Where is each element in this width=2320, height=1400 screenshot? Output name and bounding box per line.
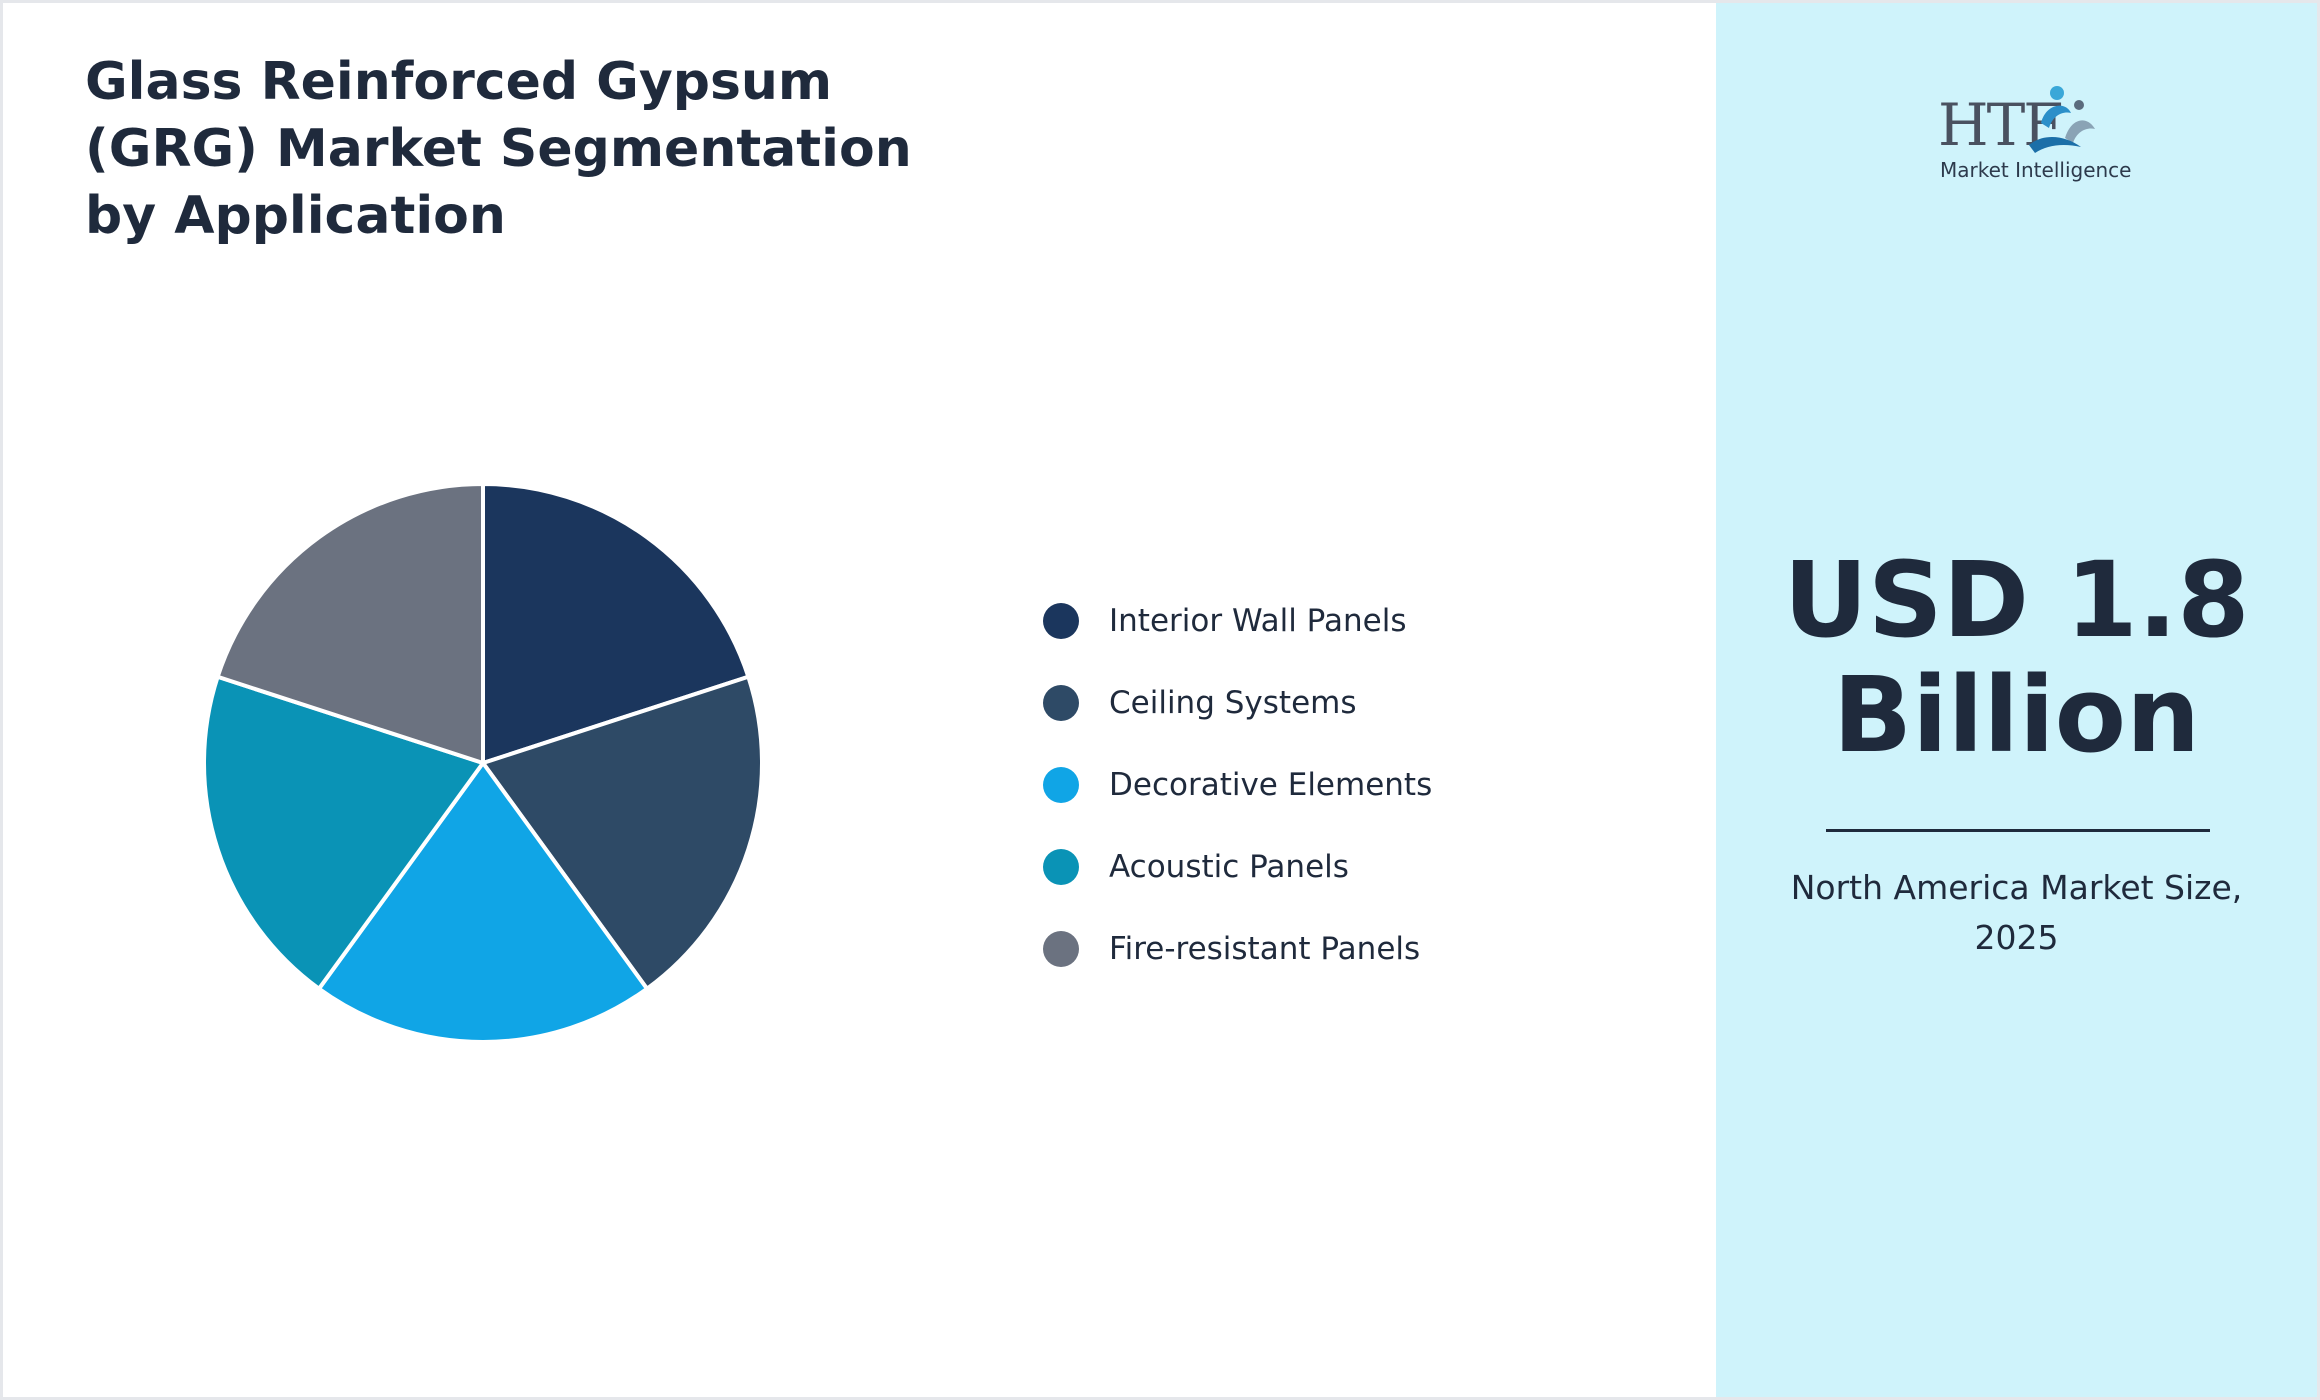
legend-marker-icon xyxy=(1043,767,1079,803)
report-card: Glass Reinforced Gypsum (GRG) Market Seg… xyxy=(3,3,2317,1397)
market-size-value: USD 1.8 Billion xyxy=(1716,543,2317,773)
legend-marker-icon xyxy=(1043,849,1079,885)
legend-marker-icon xyxy=(1043,931,1079,967)
market-size-panel: HTF Market Intelligence USD 1.8 Billion … xyxy=(1716,3,2317,1397)
legend-label: Acoustic Panels xyxy=(1109,849,1349,885)
caption-region: North America Market Size, xyxy=(1790,868,2243,907)
market-size-amount: USD 1.8 xyxy=(1783,539,2250,661)
logo-subtitle: Market Intelligence xyxy=(1940,158,2132,182)
logo-figures-icon xyxy=(2029,86,2095,153)
legend-item: Acoustic Panels xyxy=(1043,826,1432,908)
divider xyxy=(1826,829,2210,832)
legend-label: Interior Wall Panels xyxy=(1109,603,1407,639)
chart-panel: Glass Reinforced Gypsum (GRG) Market Seg… xyxy=(3,3,1716,1397)
legend-marker-icon xyxy=(1043,685,1079,721)
pie-slice-acoustic-panels xyxy=(202,674,485,991)
legend-label: Ceiling Systems xyxy=(1109,685,1357,721)
htf-logo: HTF Market Intelligence xyxy=(1926,83,2131,193)
legend-item: Fire-resistant Panels xyxy=(1043,908,1432,990)
legend-item: Decorative Elements xyxy=(1043,744,1432,826)
legend-marker-icon xyxy=(1043,603,1079,639)
pie-slice-interior-wall-panels xyxy=(481,482,751,765)
market-size-unit: Billion xyxy=(1832,654,2201,776)
legend-item: Ceiling Systems xyxy=(1043,662,1432,744)
caption-year: 2025 xyxy=(1974,918,2059,957)
market-size-caption: North America Market Size, 2025 xyxy=(1766,863,2267,963)
chart-legend: Interior Wall Panels Ceiling Systems Dec… xyxy=(1043,580,1432,990)
legend-label: Decorative Elements xyxy=(1109,767,1433,803)
pie-slice-ceiling-systems xyxy=(481,674,764,991)
chart-title: Glass Reinforced Gypsum (GRG) Market Seg… xyxy=(85,52,912,246)
pie-slice-decorative-elements xyxy=(317,761,649,1044)
pie-slice-fire-resistant-panels xyxy=(215,482,485,765)
pie-chart xyxy=(202,482,764,1044)
legend-item: Interior Wall Panels xyxy=(1043,580,1432,662)
legend-label: Fire-resistant Panels xyxy=(1109,931,1421,967)
